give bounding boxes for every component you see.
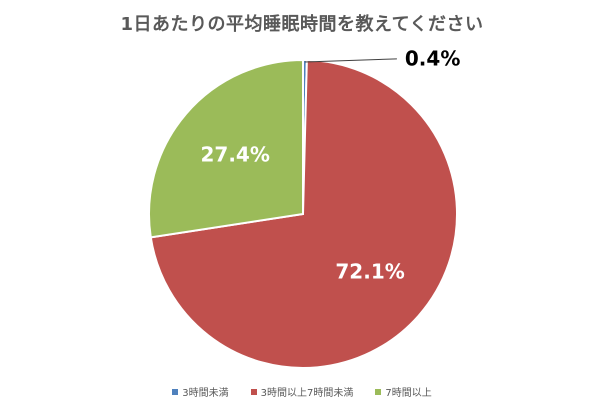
legend-item-1: 3時間以上7時間未満 <box>250 384 354 399</box>
legend-item-0: 3時間未満 <box>172 384 229 399</box>
data-label-2: 27.4% <box>201 142 270 166</box>
legend-swatch-2 <box>375 388 382 395</box>
legend-swatch-0 <box>172 388 179 395</box>
pie-chart: 0.4% 72.1% 27.4% <box>148 46 460 369</box>
legend-label-0: 3時間未満 <box>182 388 229 399</box>
data-label-0: 0.4% <box>405 46 460 70</box>
data-label-1: 72.1% <box>335 260 404 284</box>
pie-slice-2 <box>148 58 304 239</box>
legend: 3時間未満 3時間以上7時間未満 7時間以上 <box>0 384 604 399</box>
legend-label-2: 7時間以上 <box>385 388 432 399</box>
legend-item-2: 7時間以上 <box>375 384 432 399</box>
legend-label-1: 3時間以上7時間未満 <box>260 388 354 399</box>
chart-title: 1日あたりの平均睡眠時間を教えてください <box>120 14 484 35</box>
leader-line-0 <box>304 58 397 63</box>
legend-swatch-1 <box>250 388 257 395</box>
